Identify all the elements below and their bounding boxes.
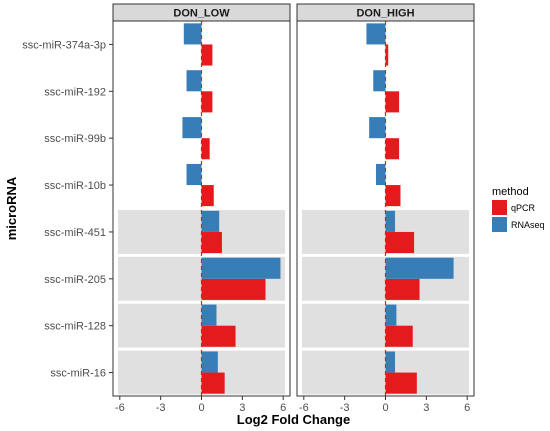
panel-don-high: DON_HIGH -6 -3 0 3 6 [296,3,475,414]
x-tick-label: 3 [423,402,429,414]
facet-panels: DON_LOW -6 -3 0 3 6 DON_HIGH -6 -3 0 3 6 [112,3,475,414]
y-tick-label-ssc-mir-128: ssc-miR-128 [44,321,106,333]
x-tick-label: 0 [198,402,204,414]
bar-don-high-rnaseq-ssc-mir-374a-3p [366,23,386,45]
x-tick-label: 6 [464,402,470,414]
bar-don-high-qpcr-ssc-mir-205 [385,278,420,300]
y-tick-label-ssc-mir-451: ssc-miR-451 [44,227,106,239]
bar-don-high-qpcr-ssc-mir-10b [385,185,401,207]
x-tick-label: 0 [382,402,388,414]
y-tick-label-ssc-mir-10b: ssc-miR-10b [44,180,106,192]
legend-label-qpcr: qPCR [511,203,536,213]
bar-don-low-qpcr-ssc-mir-451 [201,231,222,254]
bar-don-high-rnaseq-ssc-mir-205 [385,257,454,279]
bar-don-high-rnaseq-ssc-mir-451 [385,210,396,232]
bar-don-low-rnaseq-ssc-mir-99b [182,117,202,139]
bar-don-high-qpcr-ssc-mir-192 [385,91,400,113]
legend: method qPCR RNAseq [492,186,545,232]
bar-don-low-rnaseq-ssc-mir-451 [201,210,220,232]
bar-don-high-qpcr-ssc-mir-374a-3p [385,44,389,66]
bar-don-high-qpcr-ssc-mir-451 [385,231,415,254]
bar-don-low-qpcr-ssc-mir-10b [201,185,214,207]
y-tick-label-ssc-mir-374a-3p: ssc-miR-374a-3p [22,39,106,51]
legend-label-rnaseq: RNAseq [511,220,545,230]
y-axis-ticks: ssc-miR-374a-3p ssc-miR-192 ssc-miR-99b ssc… [22,39,113,380]
bar-don-low-qpcr-ssc-mir-16 [201,372,225,394]
legend-key-rnaseq [492,217,507,232]
bar-don-low-rnaseq-ssc-mir-10b [186,163,202,186]
bar-don-low-rnaseq-ssc-mir-205 [201,257,281,279]
x-tick-label: -6 [115,402,125,414]
strip-title-don-high: DON_HIGH [356,8,414,20]
y-tick-label-ssc-mir-99b: ssc-miR-99b [44,133,106,145]
bar-don-high-rnaseq-ssc-mir-99b [369,117,386,139]
y-tick-label-ssc-mir-205: ssc-miR-205 [44,274,106,286]
bar-don-low-rnaseq-ssc-mir-16 [201,351,218,373]
x-tick-label: -6 [299,402,309,414]
bar-don-low-rnaseq-ssc-mir-192 [186,70,202,92]
bar-don-high-rnaseq-ssc-mir-192 [373,70,386,92]
x-tick-label: -3 [156,402,166,414]
bar-don-high-rnaseq-ssc-mir-128 [385,304,397,326]
y-tick-label-ssc-mir-192: ssc-miR-192 [44,86,106,98]
bar-don-low-qpcr-ssc-mir-205 [201,278,266,300]
bar-don-high-qpcr-ssc-mir-128 [385,325,413,347]
legend-title: method [492,186,529,198]
panel-don-low: DON_LOW -6 -3 0 3 6 [112,3,291,414]
bar-don-high-rnaseq-ssc-mir-10b [375,163,386,186]
bar-don-low-qpcr-ssc-mir-374a-3p [201,44,213,66]
x-tick-label: -3 [340,402,350,414]
bar-don-high-rnaseq-ssc-mir-16 [385,351,396,373]
bar-don-low-qpcr-ssc-mir-99b [201,138,210,160]
y-axis-title: microRNA [4,176,19,240]
strip-title-don-low: DON_LOW [173,8,230,20]
y-tick-label-ssc-mir-16: ssc-miR-16 [50,368,106,380]
bar-don-low-qpcr-ssc-mir-192 [201,91,213,113]
bar-don-high-qpcr-ssc-mir-99b [385,138,400,160]
bar-don-low-qpcr-ssc-mir-128 [201,325,236,347]
x-axis-title: Log2 Fold Change [237,412,350,427]
bar-don-low-rnaseq-ssc-mir-128 [201,304,217,326]
x-tick-label: 6 [280,402,286,414]
x-tick-label: 3 [239,402,245,414]
bar-don-low-rnaseq-ssc-mir-374a-3p [183,23,202,45]
bar-don-high-qpcr-ssc-mir-16 [385,372,417,394]
legend-key-qpcr [492,200,507,215]
